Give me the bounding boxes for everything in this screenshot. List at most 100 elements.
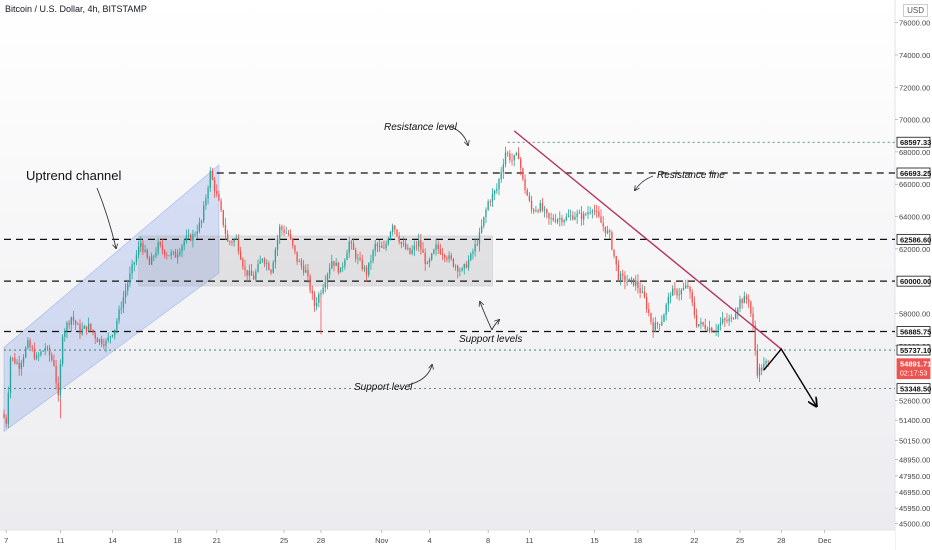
candle-body — [489, 201, 491, 203]
candle-body — [22, 357, 25, 363]
candle-body — [344, 259, 346, 267]
candle-body — [606, 230, 609, 233]
price-tag — [896, 275, 931, 287]
candle-body — [374, 243, 376, 251]
candle-body — [272, 262, 274, 273]
candle-body — [409, 247, 411, 254]
candle-body — [693, 302, 696, 315]
candle-body — [504, 152, 507, 165]
candle-body — [589, 212, 591, 213]
candle-body — [339, 267, 342, 273]
currency-badge[interactable]: USD — [903, 4, 928, 17]
candle-body — [737, 308, 739, 314]
candle-body — [730, 317, 732, 319]
candle-body — [103, 344, 105, 346]
candle-body — [413, 245, 416, 250]
candle-body — [378, 246, 381, 247]
candle-body — [127, 283, 129, 291]
candle-body — [517, 152, 520, 160]
candle-body — [533, 209, 535, 212]
candle-body — [695, 314, 698, 327]
candle-body — [635, 280, 637, 286]
candle-body — [355, 249, 357, 259]
candle-body — [79, 324, 81, 335]
candle-body — [168, 255, 170, 257]
candle-body — [346, 252, 348, 260]
candle-body — [235, 237, 237, 240]
candle-body — [101, 339, 103, 345]
candle-body — [133, 262, 135, 265]
candle-body — [246, 270, 248, 276]
candle-body — [300, 261, 303, 266]
candle-body — [233, 239, 235, 243]
candle-body — [619, 273, 622, 280]
candle-body — [539, 203, 541, 212]
candle-body — [509, 153, 511, 160]
candle-body — [700, 322, 702, 325]
candle-body — [702, 322, 704, 325]
candle-body — [296, 251, 298, 262]
candle-body — [224, 225, 227, 234]
candle-body — [220, 200, 222, 211]
candle-body — [572, 215, 574, 220]
y-tick-label: 72000.00 — [899, 83, 930, 92]
candle-body — [602, 222, 604, 227]
candle-body — [565, 216, 567, 221]
consolidation-zone — [138, 235, 493, 287]
candle-body — [706, 328, 709, 332]
candle-body — [66, 322, 68, 332]
candle-body — [31, 347, 33, 350]
candle-body — [320, 292, 322, 295]
candle-body — [680, 289, 683, 295]
candle-body — [372, 250, 374, 261]
candle-body — [259, 260, 261, 264]
candle-body — [433, 249, 435, 254]
candle-body — [507, 152, 509, 154]
candle-body — [450, 255, 452, 259]
support-level-arrow — [407, 365, 432, 386]
candle-body — [387, 239, 389, 244]
candle-body — [417, 240, 420, 247]
candle-body — [29, 340, 31, 348]
candle-body — [226, 233, 229, 242]
candle-body — [676, 289, 678, 296]
candle-body — [111, 335, 114, 337]
price-tag-label: 56885.75 — [900, 327, 931, 336]
candle-body — [617, 264, 620, 280]
candle-body — [689, 286, 691, 293]
candle-body — [94, 332, 96, 339]
candle-body — [72, 317, 75, 321]
candle-body — [142, 242, 144, 252]
candle-body — [491, 193, 494, 202]
candle-body — [146, 249, 148, 258]
candle-body — [441, 253, 444, 256]
candle-body — [196, 231, 198, 235]
x-tick-label: 15 — [590, 536, 598, 545]
x-tick-label: 18 — [634, 536, 642, 545]
candle-body — [192, 234, 194, 241]
y-tick-label: 74000.00 — [899, 51, 930, 60]
candle-body — [767, 361, 769, 362]
candle-body — [448, 255, 450, 260]
candle-body — [648, 309, 650, 314]
candle-body — [183, 240, 185, 246]
candle-body — [459, 270, 461, 272]
x-tick-label: 28 — [777, 536, 785, 545]
candle-body — [667, 296, 670, 305]
y-tick-label: 46950.00 — [899, 488, 930, 497]
candle-body — [337, 262, 340, 273]
candle-body — [163, 250, 166, 256]
y-tick-label: 48950.00 — [899, 456, 930, 465]
candle-body — [637, 280, 639, 289]
price-tag-label: 66693.25 — [900, 169, 931, 178]
candle-body — [194, 234, 196, 235]
candle-body — [35, 355, 38, 359]
candle-body — [328, 268, 331, 275]
candle-body — [461, 268, 463, 271]
candle-body — [747, 299, 750, 302]
candle-body — [85, 326, 88, 331]
candle-body — [541, 203, 544, 211]
candle-body — [9, 357, 12, 393]
candle-body — [654, 322, 656, 332]
